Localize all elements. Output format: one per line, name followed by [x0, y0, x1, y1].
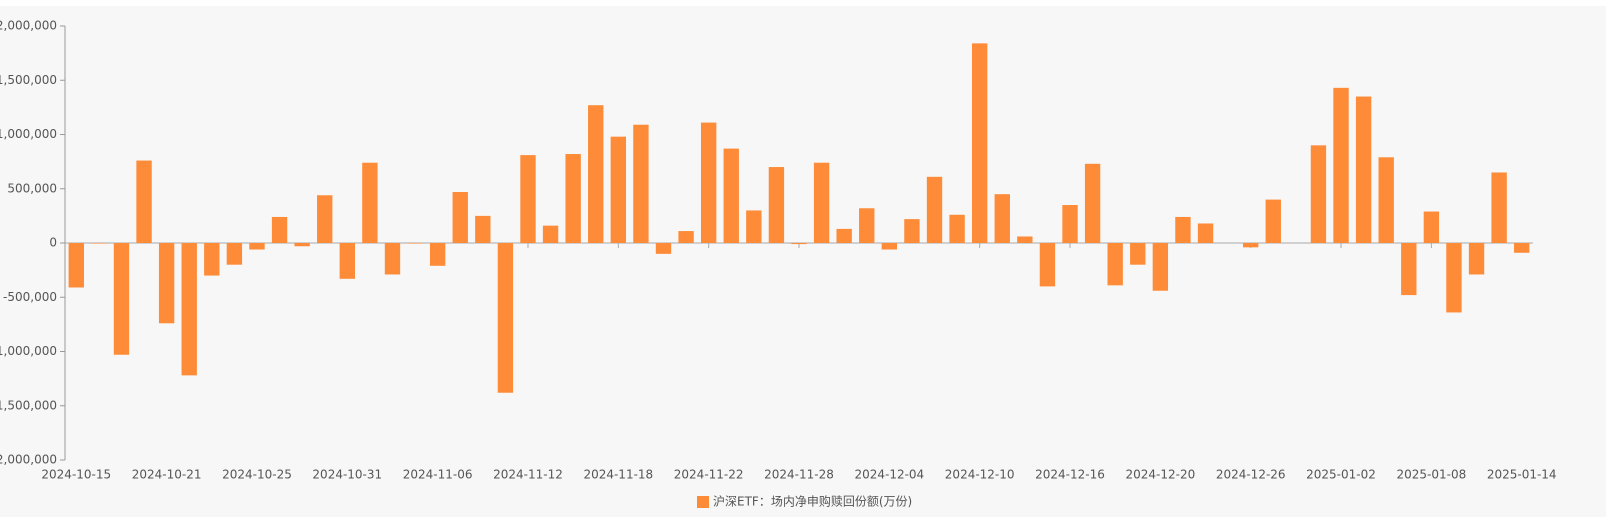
bar — [1107, 243, 1123, 286]
x-tick-label: 2024-11-18 — [583, 468, 653, 482]
bar — [1468, 243, 1485, 275]
y-tick-label: -500,000 — [3, 290, 57, 304]
bar — [204, 243, 220, 276]
bar — [271, 216, 288, 243]
bar — [588, 105, 604, 243]
bar — [678, 231, 694, 243]
bar — [1491, 172, 1507, 243]
x-tick-label: 2024-11-06 — [403, 468, 473, 482]
y-tick-label: 1,500,000 — [0, 73, 57, 87]
y-tick-label: 1,000,000 — [0, 127, 57, 141]
bar — [339, 243, 355, 279]
bar — [1197, 223, 1214, 243]
bar — [633, 124, 649, 243]
bar — [700, 122, 717, 243]
y-tick-label: 0 — [49, 236, 57, 250]
bar — [113, 243, 130, 355]
bar — [949, 214, 965, 243]
bar — [1423, 211, 1440, 243]
bar — [1017, 236, 1033, 243]
bar — [881, 243, 898, 250]
bar — [91, 243, 107, 244]
y-tick-label: -1,500,000 — [0, 398, 57, 412]
x-tick-label: 2024-11-22 — [674, 468, 744, 482]
bar — [971, 43, 988, 243]
bar — [768, 167, 785, 243]
bar — [226, 243, 243, 265]
bar — [294, 243, 310, 247]
bar — [723, 148, 739, 243]
bar — [475, 215, 491, 243]
bar — [249, 243, 265, 250]
bar — [497, 243, 514, 393]
bar — [1243, 243, 1259, 248]
x-tick-label: 2024-10-31 — [312, 468, 382, 482]
bar — [1152, 243, 1169, 291]
x-tick-label: 2025-01-08 — [1396, 468, 1466, 482]
bar — [655, 243, 672, 254]
x-tick-label: 2024-12-10 — [945, 468, 1015, 482]
bar — [136, 160, 152, 243]
bar — [1130, 243, 1146, 265]
x-tick-label: 2024-10-21 — [132, 468, 202, 482]
x-tick-label: 2024-11-12 — [493, 468, 563, 482]
x-tick-label: 2024-12-20 — [1125, 468, 1195, 482]
bar — [994, 194, 1010, 243]
legend-label: 沪深ETF：场内净申购赎回份额(万份) — [713, 494, 912, 509]
bar — [181, 243, 197, 376]
bar — [746, 210, 762, 243]
bar — [429, 243, 446, 266]
bar — [1265, 199, 1281, 243]
bar — [1084, 163, 1101, 243]
bar — [791, 243, 807, 245]
bar — [1446, 243, 1462, 313]
bar — [1333, 87, 1349, 243]
y-tick-label: 2,000,000 — [0, 19, 57, 33]
y-tick-label: -2,000,000 — [0, 453, 57, 467]
legend-swatch — [697, 496, 709, 508]
x-tick-label: 2024-10-25 — [222, 468, 292, 482]
x-tick-label: 2024-11-28 — [764, 468, 834, 482]
bar — [565, 154, 581, 243]
bar — [407, 243, 423, 244]
y-tick-label: 500,000 — [7, 181, 57, 195]
bar — [542, 225, 559, 243]
bar — [68, 243, 84, 288]
bar — [1062, 205, 1078, 243]
bar — [1310, 145, 1327, 243]
bar — [452, 192, 468, 243]
bar — [926, 176, 943, 243]
bar — [1378, 157, 1394, 243]
x-tick-label: 2025-01-14 — [1487, 468, 1557, 482]
bar — [610, 136, 627, 243]
bar — [1039, 243, 1056, 287]
bar — [384, 243, 401, 275]
x-tick-label: 2024-12-16 — [1035, 468, 1105, 482]
bar — [158, 243, 175, 324]
x-tick-label: 2024-10-15 — [41, 468, 111, 482]
x-tick-label: 2024-12-04 — [854, 468, 924, 482]
bar — [362, 162, 378, 243]
x-tick-label: 2025-01-02 — [1306, 468, 1376, 482]
bar — [836, 228, 852, 243]
bar — [1175, 216, 1191, 243]
y-tick-label: -1,000,000 — [0, 344, 57, 358]
x-tick-label: 2024-12-26 — [1216, 468, 1286, 482]
bar — [859, 208, 875, 243]
bar — [904, 219, 920, 243]
bar — [1514, 243, 1530, 253]
bar — [813, 162, 830, 243]
bar — [1355, 96, 1372, 244]
bar — [520, 155, 536, 243]
bar — [317, 195, 333, 243]
bar — [1401, 243, 1417, 296]
